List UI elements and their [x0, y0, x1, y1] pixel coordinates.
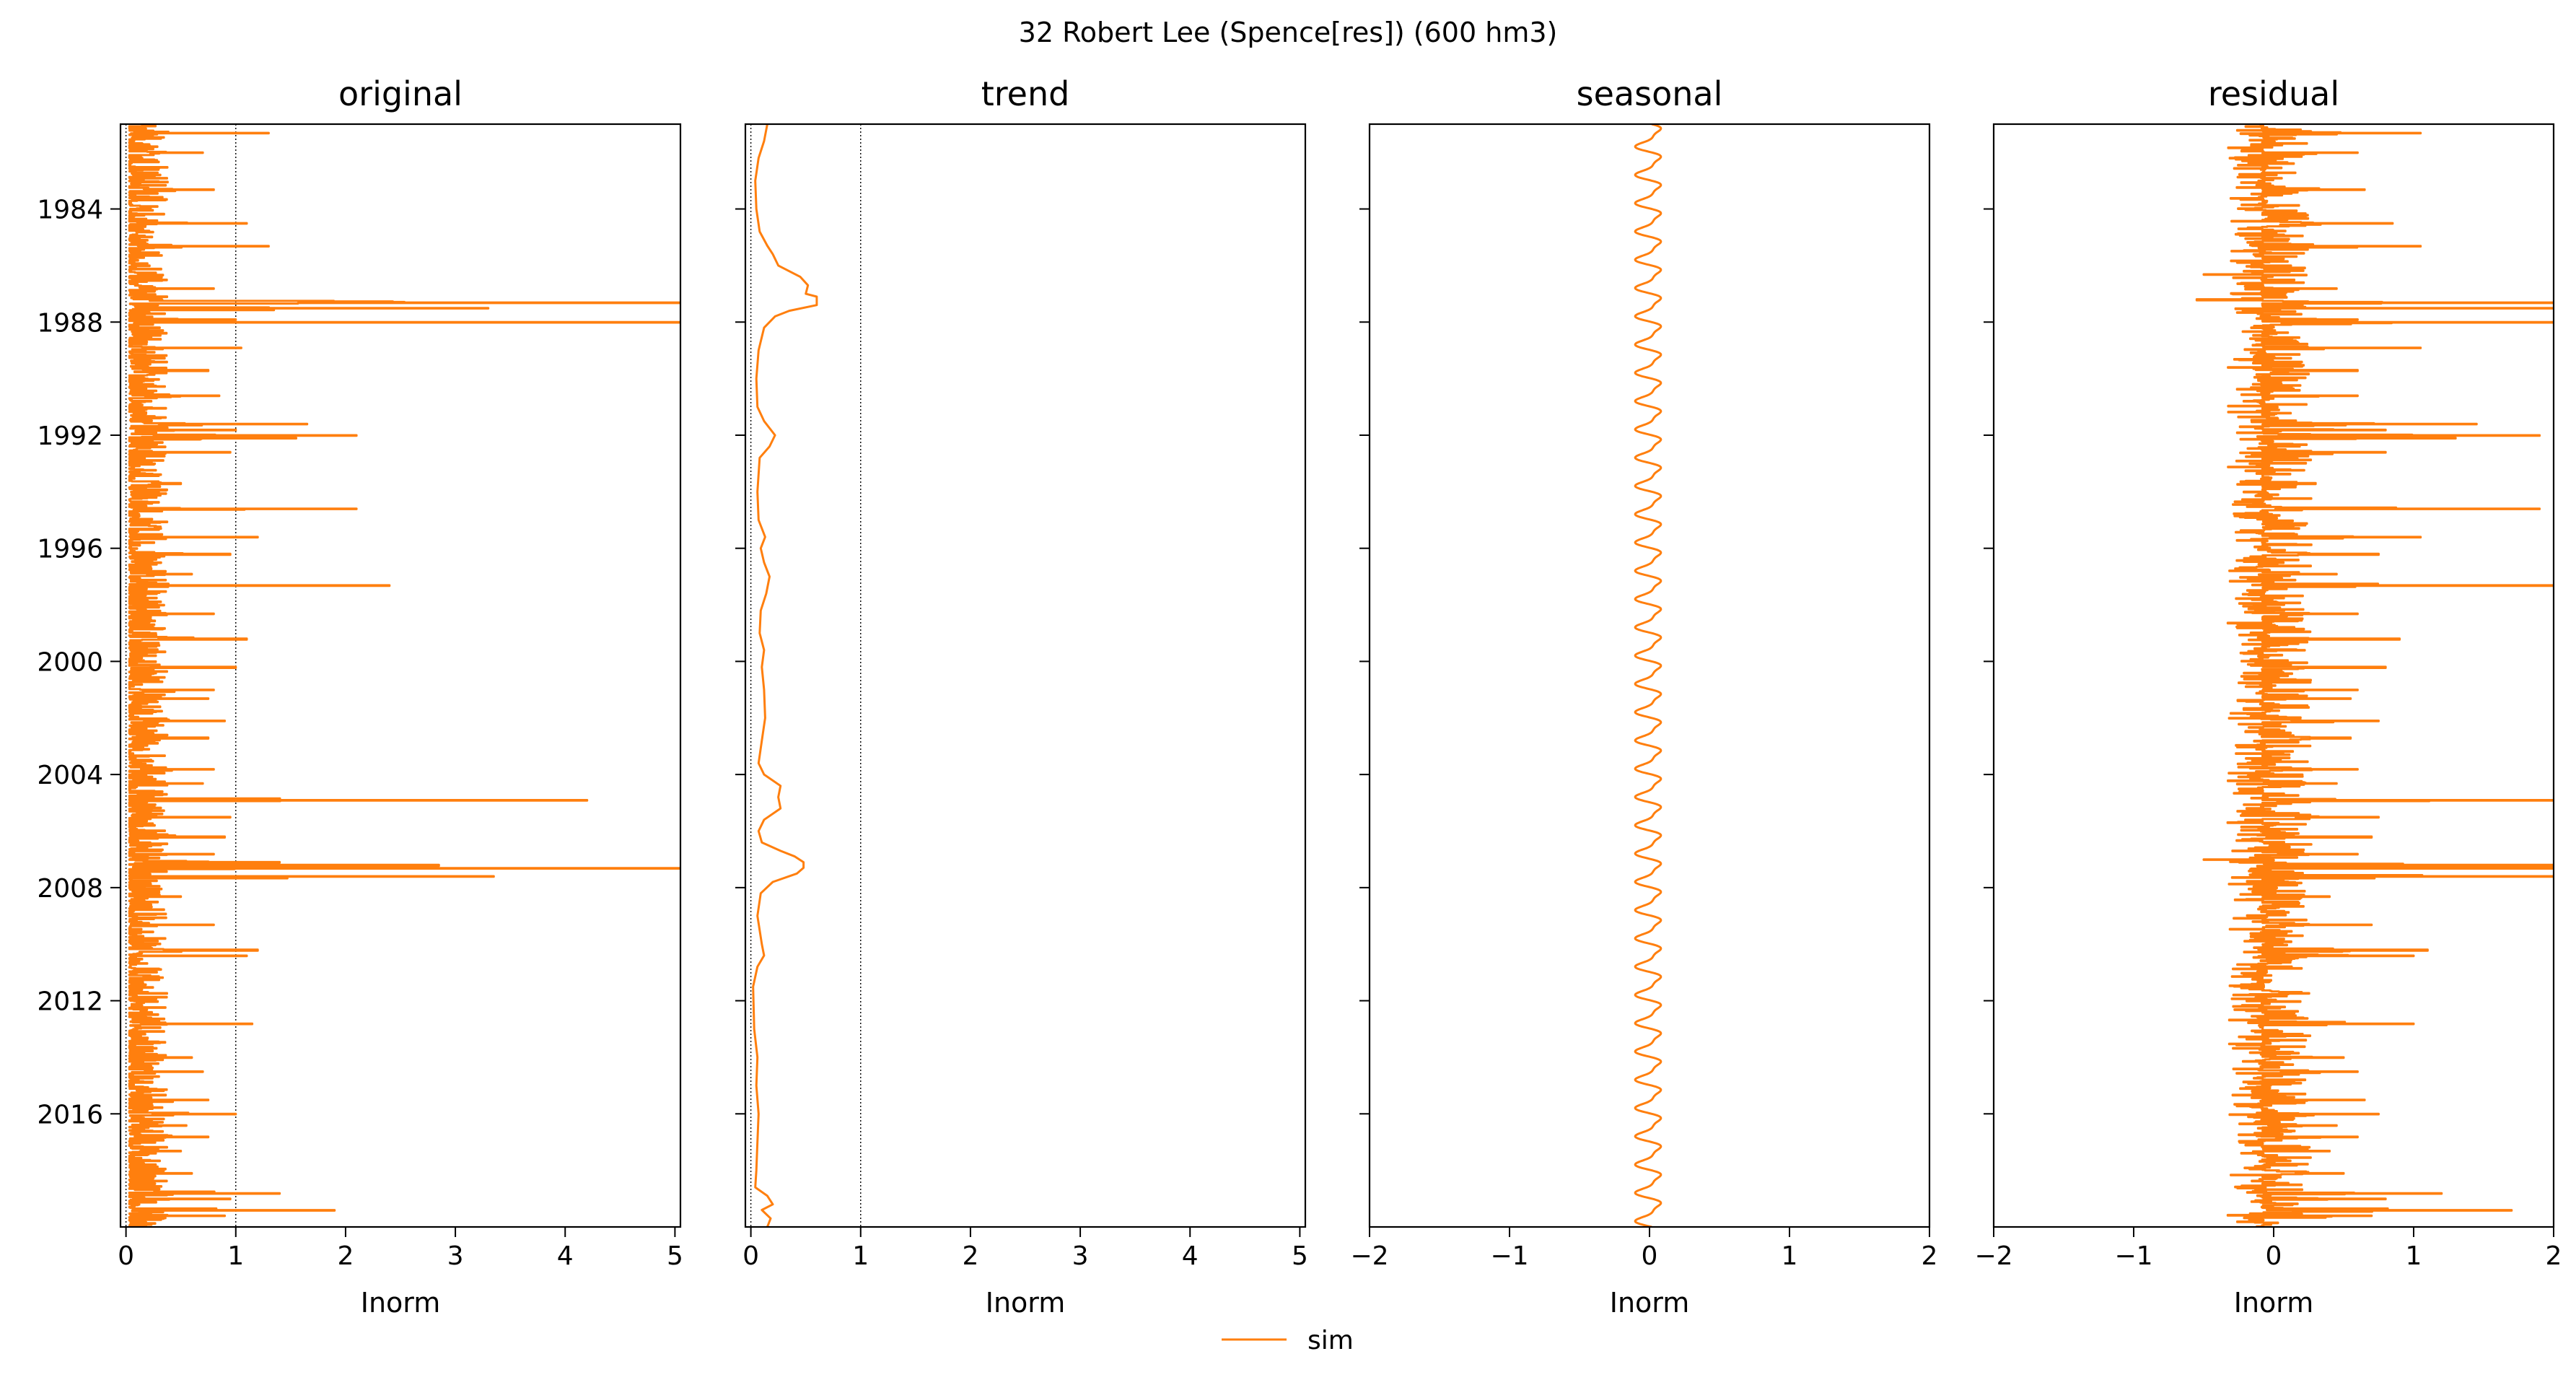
- panel-title-trend: trend: [981, 74, 1070, 113]
- xtick-label-seasonal: −2: [1350, 1241, 1388, 1271]
- panel-trend: trend 0 1 2 3 4 5 Inorm: [735, 74, 1308, 1319]
- ytick-label-original: 1984: [37, 196, 103, 225]
- ytick-label-original: 2012: [37, 987, 103, 1017]
- panel-title-seasonal: seasonal: [1577, 74, 1723, 113]
- ytick-label-original: 1992: [37, 421, 103, 451]
- ytick-label-original: 2004: [37, 761, 103, 790]
- panel-seasonal: seasonal −2 −1 0 1 2 Inorm: [1350, 74, 1937, 1319]
- xlabel-trend: Inorm: [986, 1287, 1066, 1319]
- series-line-trend-sim: [752, 124, 818, 1227]
- xlabel-seasonal: Inorm: [1610, 1287, 1690, 1319]
- xtick-label-trend: 1: [852, 1241, 869, 1271]
- series-line-original-sim: [128, 124, 680, 1227]
- xlabel-residual: Inorm: [2234, 1287, 2314, 1319]
- legend-label-sim: sim: [1307, 1326, 1354, 1355]
- series-line-seasonal-sim: [1634, 124, 1662, 1227]
- xtick-label-seasonal: 2: [1922, 1241, 1938, 1271]
- xtick-label-trend: 0: [742, 1241, 759, 1271]
- xtick-label-original: 4: [557, 1241, 574, 1271]
- xtick-label-original: 1: [227, 1241, 244, 1271]
- xtick-label-trend: 4: [1182, 1241, 1199, 1271]
- xtick-label-residual: −2: [1974, 1241, 2012, 1271]
- xtick-label-original: 5: [667, 1241, 683, 1271]
- axes-frame-trend: [744, 123, 1307, 1228]
- xlabel-original: Inorm: [361, 1287, 441, 1319]
- xtick-label-trend: 5: [1292, 1241, 1308, 1271]
- xtick-label-trend: 2: [962, 1241, 978, 1271]
- legend: sim: [1222, 1326, 1354, 1355]
- xtick-label-original: 3: [447, 1241, 464, 1271]
- ytick-label-original: 1996: [37, 535, 103, 564]
- panel-original: original 0 1 2 3 4 5 Inorm 1984 1988 1992 1996 2000 2…: [37, 74, 683, 1319]
- xtick-label-seasonal: −1: [1490, 1241, 1528, 1271]
- xtick-label-residual: 1: [2406, 1241, 2422, 1271]
- ytick-label-original: 2008: [37, 874, 103, 904]
- ytick-label-original: 2000: [37, 647, 103, 677]
- xtick-label-residual: 2: [2546, 1241, 2562, 1271]
- xtick-label-seasonal: 0: [1642, 1241, 1658, 1271]
- xtick-label-trend: 3: [1072, 1241, 1089, 1271]
- xtick-label-seasonal: 1: [1782, 1241, 1798, 1271]
- xtick-label-original: 0: [118, 1241, 134, 1271]
- panel-title-residual: residual: [2208, 74, 2339, 113]
- axes-frame-original: [119, 123, 682, 1228]
- ytick-label-original: 1988: [37, 308, 103, 338]
- ytick-label-original: 2016: [37, 1100, 103, 1130]
- panel-title-original: original: [338, 74, 463, 113]
- xtick-label-residual: −1: [2114, 1241, 2152, 1271]
- xtick-label-residual: 0: [2266, 1241, 2282, 1271]
- figure-title: 32 Robert Lee (Spence[res]) (600 hm3): [1019, 17, 1558, 48]
- series-line-residual-sim: [2195, 124, 2554, 1227]
- panel-residual: residual −2 −1 0 1 2 Inorm: [1974, 74, 2562, 1319]
- xtick-label-original: 2: [337, 1241, 354, 1271]
